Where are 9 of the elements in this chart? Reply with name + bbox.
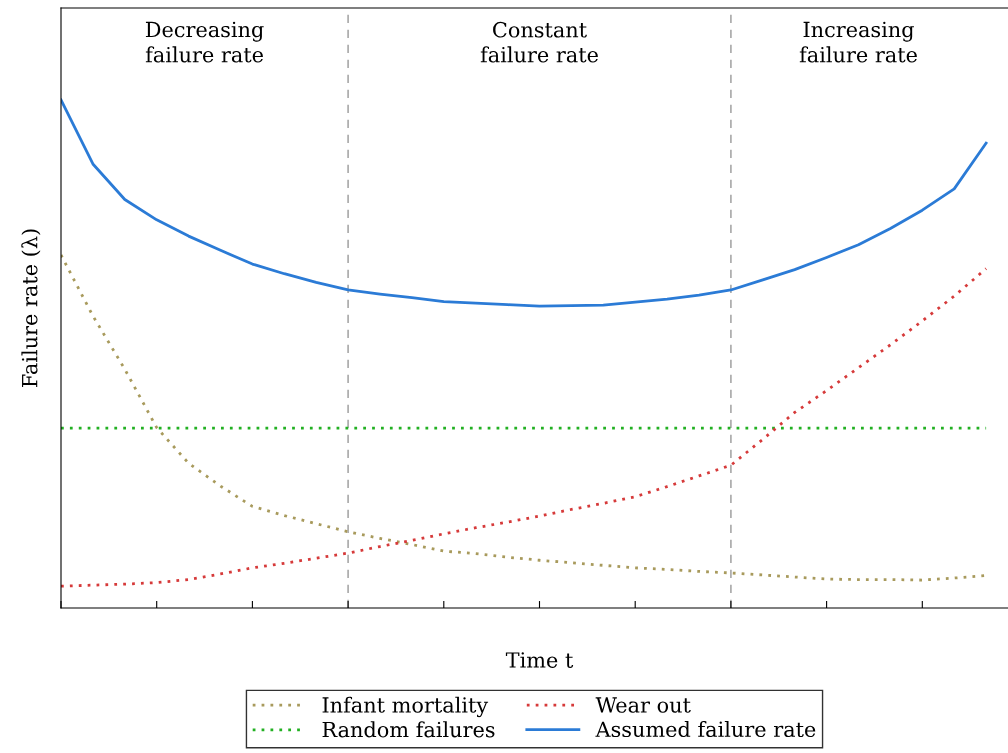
text: Constant failure rate xyxy=(480,21,598,63)
text: Increasing failure rate xyxy=(799,21,917,63)
text: Decreasing failure rate xyxy=(145,21,264,63)
legend-label: Infant mortality xyxy=(322,696,489,718)
legend-label: Wear out xyxy=(595,697,691,713)
y-axis-title: Failure rate (λ) xyxy=(21,229,41,387)
legend-label: Assumed failure rate xyxy=(595,721,816,738)
x-axis-title: Time t xyxy=(505,652,574,668)
legend-label: Random failures xyxy=(322,721,495,738)
